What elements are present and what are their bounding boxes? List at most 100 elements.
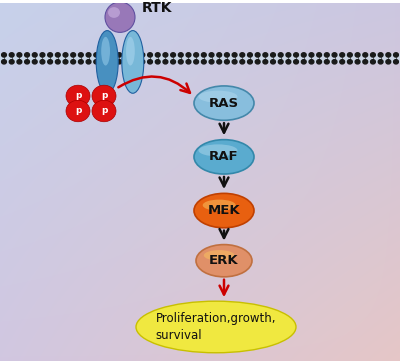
Circle shape <box>140 53 145 57</box>
Circle shape <box>186 53 191 57</box>
Circle shape <box>248 60 252 64</box>
Ellipse shape <box>194 193 254 228</box>
Ellipse shape <box>108 7 120 18</box>
Circle shape <box>17 53 22 57</box>
Circle shape <box>224 53 229 57</box>
Circle shape <box>217 53 222 57</box>
Circle shape <box>102 53 106 57</box>
Circle shape <box>2 53 6 57</box>
Circle shape <box>117 53 122 57</box>
Circle shape <box>317 53 322 57</box>
Circle shape <box>148 60 152 64</box>
Circle shape <box>40 60 45 64</box>
Circle shape <box>340 53 344 57</box>
Circle shape <box>163 60 168 64</box>
Circle shape <box>155 53 160 57</box>
Circle shape <box>132 53 137 57</box>
Ellipse shape <box>194 140 254 174</box>
Circle shape <box>317 60 322 64</box>
Circle shape <box>186 60 191 64</box>
Circle shape <box>63 60 68 64</box>
Circle shape <box>94 53 99 57</box>
Text: MEK: MEK <box>208 204 240 217</box>
Circle shape <box>86 60 91 64</box>
Circle shape <box>178 53 183 57</box>
Circle shape <box>294 60 298 64</box>
Circle shape <box>240 53 245 57</box>
Circle shape <box>294 53 298 57</box>
Circle shape <box>263 53 268 57</box>
Circle shape <box>25 53 30 57</box>
Circle shape <box>155 60 160 64</box>
Text: Proliferation,growth,
survival: Proliferation,growth, survival <box>156 312 276 342</box>
Circle shape <box>394 60 398 64</box>
Circle shape <box>32 53 37 57</box>
Circle shape <box>309 53 314 57</box>
Ellipse shape <box>136 301 296 353</box>
Circle shape <box>348 53 352 57</box>
Circle shape <box>63 53 68 57</box>
Circle shape <box>363 53 368 57</box>
Circle shape <box>232 53 237 57</box>
Circle shape <box>209 53 214 57</box>
Ellipse shape <box>203 200 236 211</box>
Circle shape <box>140 60 145 64</box>
Text: p: p <box>75 106 81 116</box>
Ellipse shape <box>105 2 135 32</box>
Ellipse shape <box>204 250 234 261</box>
Circle shape <box>32 60 37 64</box>
Ellipse shape <box>126 37 135 65</box>
Circle shape <box>271 60 276 64</box>
Circle shape <box>224 60 229 64</box>
Circle shape <box>301 60 306 64</box>
Circle shape <box>71 60 76 64</box>
Circle shape <box>124 53 129 57</box>
Text: p: p <box>75 91 81 100</box>
Circle shape <box>263 60 268 64</box>
Ellipse shape <box>96 31 118 93</box>
Text: p: p <box>101 91 107 100</box>
Circle shape <box>278 60 283 64</box>
Ellipse shape <box>194 86 254 120</box>
Circle shape <box>240 60 245 64</box>
Circle shape <box>56 53 60 57</box>
Circle shape <box>92 100 116 122</box>
Circle shape <box>25 60 30 64</box>
Circle shape <box>117 60 122 64</box>
Circle shape <box>66 85 90 107</box>
Circle shape <box>386 60 391 64</box>
Circle shape <box>56 60 60 64</box>
Circle shape <box>194 53 198 57</box>
Ellipse shape <box>122 31 144 93</box>
Circle shape <box>286 53 291 57</box>
Text: p: p <box>101 106 107 116</box>
Circle shape <box>171 60 176 64</box>
Circle shape <box>71 53 76 57</box>
Circle shape <box>40 53 45 57</box>
Ellipse shape <box>196 245 252 277</box>
Circle shape <box>78 60 83 64</box>
Circle shape <box>340 60 344 64</box>
Circle shape <box>86 53 91 57</box>
Circle shape <box>355 53 360 57</box>
Circle shape <box>209 60 214 64</box>
Circle shape <box>202 60 206 64</box>
Circle shape <box>332 53 337 57</box>
Circle shape <box>9 60 14 64</box>
Circle shape <box>9 53 14 57</box>
Ellipse shape <box>198 144 238 156</box>
Circle shape <box>248 53 252 57</box>
Text: RAS: RAS <box>209 97 239 110</box>
Circle shape <box>217 60 222 64</box>
Circle shape <box>332 60 337 64</box>
Circle shape <box>355 60 360 64</box>
Circle shape <box>324 60 329 64</box>
Circle shape <box>370 53 375 57</box>
Circle shape <box>78 53 83 57</box>
Circle shape <box>66 100 90 122</box>
Circle shape <box>378 60 383 64</box>
Text: RAF: RAF <box>209 150 239 163</box>
Circle shape <box>286 60 291 64</box>
Circle shape <box>102 60 106 64</box>
Circle shape <box>202 53 206 57</box>
